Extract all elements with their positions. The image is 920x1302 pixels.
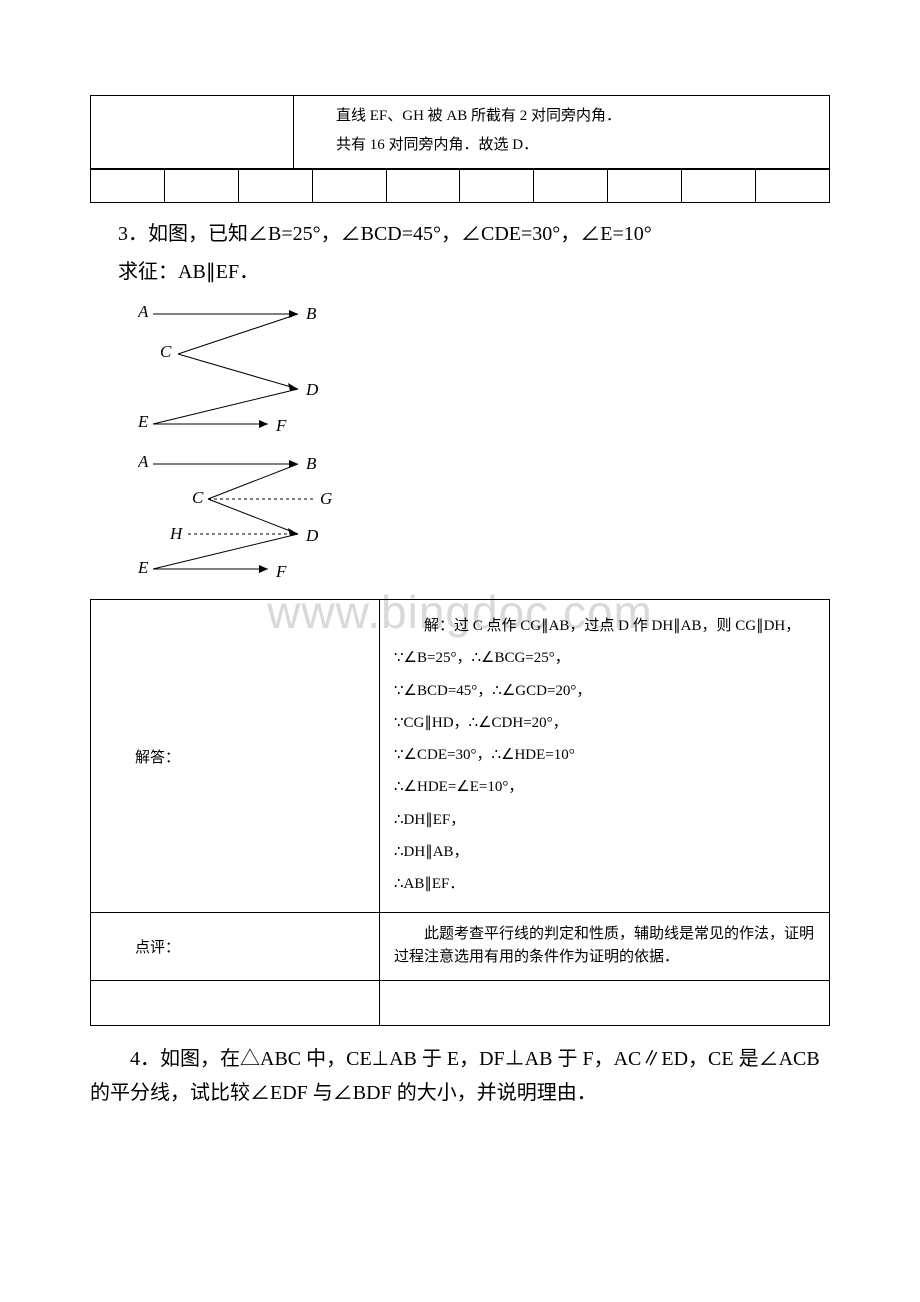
svg-text:A: A [138,302,149,321]
q3-prove: 求征：AB∥EF． [118,255,830,289]
solution-line-4: ∵CG∥HD，∴∠CDH=20°， [394,707,815,739]
svg-text:H: H [169,524,184,543]
svg-text:F: F [275,562,287,581]
table1-cell-6 [460,170,534,203]
table1-cell-1 [91,170,165,203]
svg-text:B: B [306,454,317,473]
solution-line-5: ∵∠CDE=30°，∴∠HDE=10° [394,739,815,771]
table1-cell-9 [681,170,755,203]
solution-line-7: ∴DH∥EF， [394,804,815,836]
q4-line1: 4．如图，在△ABC 中，CE⊥AB 于 E，DF⊥AB 于 F，AC∥ED，C… [90,1042,830,1110]
table1-empty-left [91,96,294,169]
solution-line-9: ∴AB∥EF． [394,868,815,900]
table2-row2-left: 点评： [91,913,380,981]
table-2: 解答： 解：过 C 点作 CG∥AB，过点 D 作 DH∥AB，则 CG∥DH，… [90,599,830,1026]
table1-cell-5 [386,170,460,203]
table2-row2-right: 此题考查平行线的判定和性质，辅助线是常见的作法，证明过程注意选用有用的条件作为证… [380,913,830,981]
solution-line-8: ∴DH∥AB， [394,836,815,868]
figure-1: A B C D E F [138,299,830,439]
svg-text:E: E [138,412,149,431]
table2-row1-right: 解：过 C 点作 CG∥AB，过点 D 作 DH∥AB，则 CG∥DH， ∵∠B… [380,600,830,913]
solution-line-1: 解：过 C 点作 CG∥AB，过点 D 作 DH∥AB，则 CG∥DH， [394,610,815,642]
svg-text:C: C [160,342,172,361]
table2-row3-right [380,981,830,1026]
figure-2: A B C G H D E F [138,449,830,589]
table2-row3-left [91,981,380,1026]
svg-text:F: F [275,416,287,435]
table1-cell-10 [755,170,829,203]
svg-text:B: B [306,304,317,323]
table-1: 直线 EF、GH 被 AB 所截有 2 对同旁内角． 共有 16 对同旁内角．故… [90,95,830,203]
svg-text:G: G [320,489,332,508]
svg-text:E: E [138,558,149,577]
table1-cell-3 [239,170,313,203]
solution-line-6: ∴∠HDE=∠E=10°， [394,771,815,803]
table1-cell-8 [608,170,682,203]
svg-text:D: D [305,526,319,545]
solution-line-3: ∵∠BCD=45°，∴∠GCD=20°， [394,675,815,707]
table1-content: 直线 EF、GH 被 AB 所截有 2 对同旁内角． 共有 16 对同旁内角．故… [294,96,830,169]
table1-cell-4 [312,170,386,203]
svg-text:D: D [305,380,319,399]
table1-cell-2 [165,170,239,203]
table2-row1-left: 解答： [91,600,380,913]
svg-text:C: C [192,488,204,507]
solution-line-2: ∵∠B=25°，∴∠BCG=25°， [394,642,815,674]
table1-line1: 直线 EF、GH 被 AB 所截有 2 对同旁内角． [306,102,817,131]
table1-line2: 共有 16 对同旁内角．故选 D． [306,131,817,160]
q3-prompt: 3．如图，已知∠B=25°，∠BCD=45°，∠CDE=30°，∠E=10° [118,217,830,251]
table1-cell-7 [534,170,608,203]
svg-text:A: A [138,452,149,471]
